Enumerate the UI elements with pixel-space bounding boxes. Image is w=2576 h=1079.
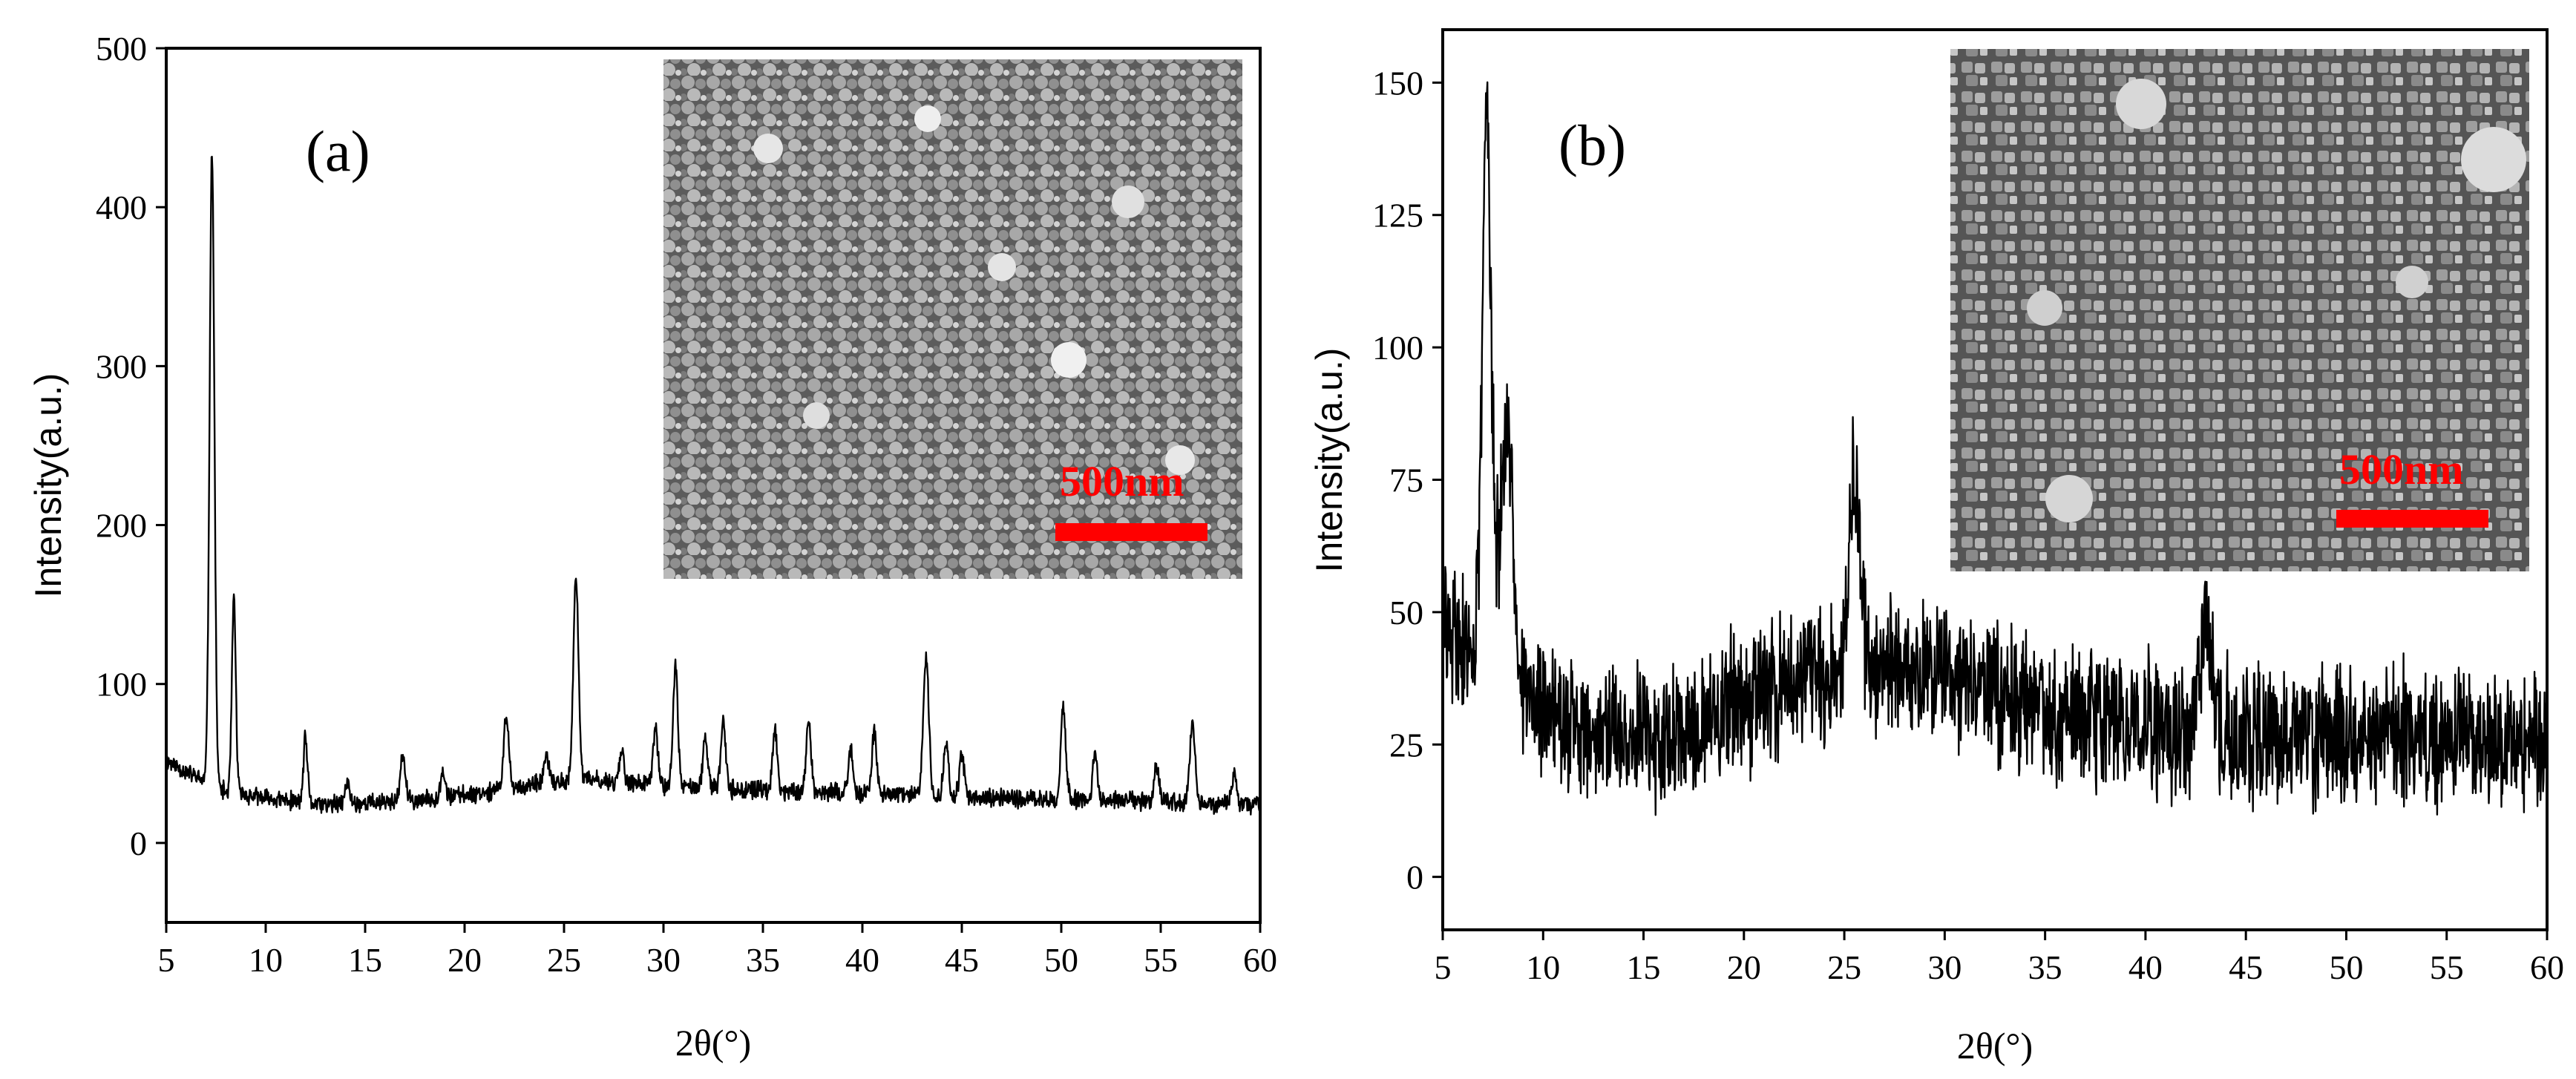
x-tick-label: 50 xyxy=(2329,948,2363,986)
y-tick-label: 100 xyxy=(1372,329,1423,367)
x-axis-title-b: 2θ(°) xyxy=(1957,1025,2033,1066)
x-tick-label: 25 xyxy=(547,941,581,979)
y-ticks-a: 0 100 200 300 400 500 xyxy=(96,30,166,862)
x-tick-label: 10 xyxy=(1526,948,1560,986)
inset-bright-particle xyxy=(1165,445,1195,475)
panel-a: 500nm 5 10 15 20 25 30 35 40 45 50 55 60 0 100 200 300… xyxy=(27,30,1277,1063)
x-tick-label: 5 xyxy=(158,941,175,979)
x-tick-label: 20 xyxy=(1727,948,1761,986)
y-tick-label: 200 xyxy=(96,507,147,545)
inset-bright-particle xyxy=(2396,266,2428,298)
scale-bar-label-a: 500nm xyxy=(1060,457,1184,505)
panel-label-a: (a) xyxy=(306,119,370,183)
x-axis-title-a: 2θ(°) xyxy=(675,1022,751,1063)
x-ticks-b: 5 10 15 20 25 30 35 40 45 50 55 60 xyxy=(1435,930,2564,986)
inset-bright-particle xyxy=(2461,127,2526,192)
y-ticks-b: 0 25 50 75 100 125 150 xyxy=(1372,64,1443,896)
plot-frame-a xyxy=(165,47,1262,924)
x-tick-label: 15 xyxy=(348,941,382,979)
y-tick-label: 500 xyxy=(96,30,147,68)
y-axis-title-b: Intensity(a.u.) xyxy=(1308,348,1350,573)
y-tick-label: 400 xyxy=(96,188,147,226)
inset-bright-particle xyxy=(753,134,783,163)
x-tick-label: 10 xyxy=(249,941,283,979)
inset-bright-particle xyxy=(988,253,1016,281)
y-tick-label: 25 xyxy=(1389,726,1423,764)
x-tick-label: 5 xyxy=(1435,948,1452,986)
scale-bar-label-b: 500nm xyxy=(2339,445,2464,493)
y-tick-label: 125 xyxy=(1372,197,1423,235)
xrd-trace-b xyxy=(1441,81,2549,816)
inset-bright-particle xyxy=(2116,79,2166,129)
inset-bright-particle xyxy=(803,402,830,429)
x-tick-label: 25 xyxy=(1827,948,1861,986)
scale-bar-b xyxy=(2336,510,2488,528)
x-tick-label: 20 xyxy=(448,941,482,979)
x-tick-label: 40 xyxy=(2128,948,2163,986)
x-tick-label: 45 xyxy=(2229,948,2263,986)
x-tick-label: 60 xyxy=(1243,941,1277,979)
x-tick-label: 55 xyxy=(2430,948,2464,986)
x-tick-label: 45 xyxy=(945,941,979,979)
x-tick-label: 35 xyxy=(746,941,780,979)
inset-bright-particle xyxy=(2045,475,2093,522)
x-tick-label: 55 xyxy=(1144,941,1178,979)
panel-label-b: (b) xyxy=(1559,113,1626,177)
scale-bar-a xyxy=(1055,523,1207,541)
inset-bright-particle xyxy=(1112,186,1144,218)
y-tick-label: 100 xyxy=(96,666,147,704)
x-tick-label: 50 xyxy=(1044,941,1078,979)
x-ticks-a: 5 10 15 20 25 30 35 40 45 50 55 60 xyxy=(158,922,1277,979)
x-tick-label: 35 xyxy=(2028,948,2062,986)
y-tick-label: 150 xyxy=(1372,64,1423,102)
panel-b: 500nm 5 10 15 20 25 30 35 40 45 50 55 60 0 25 50 75 100… xyxy=(1308,28,2564,1066)
x-tick-label: 40 xyxy=(845,941,879,979)
x-tick-label: 60 xyxy=(2530,948,2564,986)
y-tick-label: 0 xyxy=(1406,859,1423,896)
x-tick-label: 15 xyxy=(1627,948,1661,986)
inset-bright-particle xyxy=(2027,290,2062,326)
x-tick-label: 30 xyxy=(1927,948,1962,986)
inset-bright-particle xyxy=(1051,342,1087,378)
inset-bright-particle xyxy=(914,105,941,132)
xrd-trace-a xyxy=(165,156,1262,816)
y-tick-label: 0 xyxy=(130,824,147,862)
y-tick-label: 300 xyxy=(96,347,147,385)
y-tick-label: 75 xyxy=(1389,462,1423,499)
y-axis-title-a: Intensity(a.u.) xyxy=(27,373,69,598)
y-tick-label: 50 xyxy=(1389,594,1423,632)
x-tick-label: 30 xyxy=(646,941,681,979)
